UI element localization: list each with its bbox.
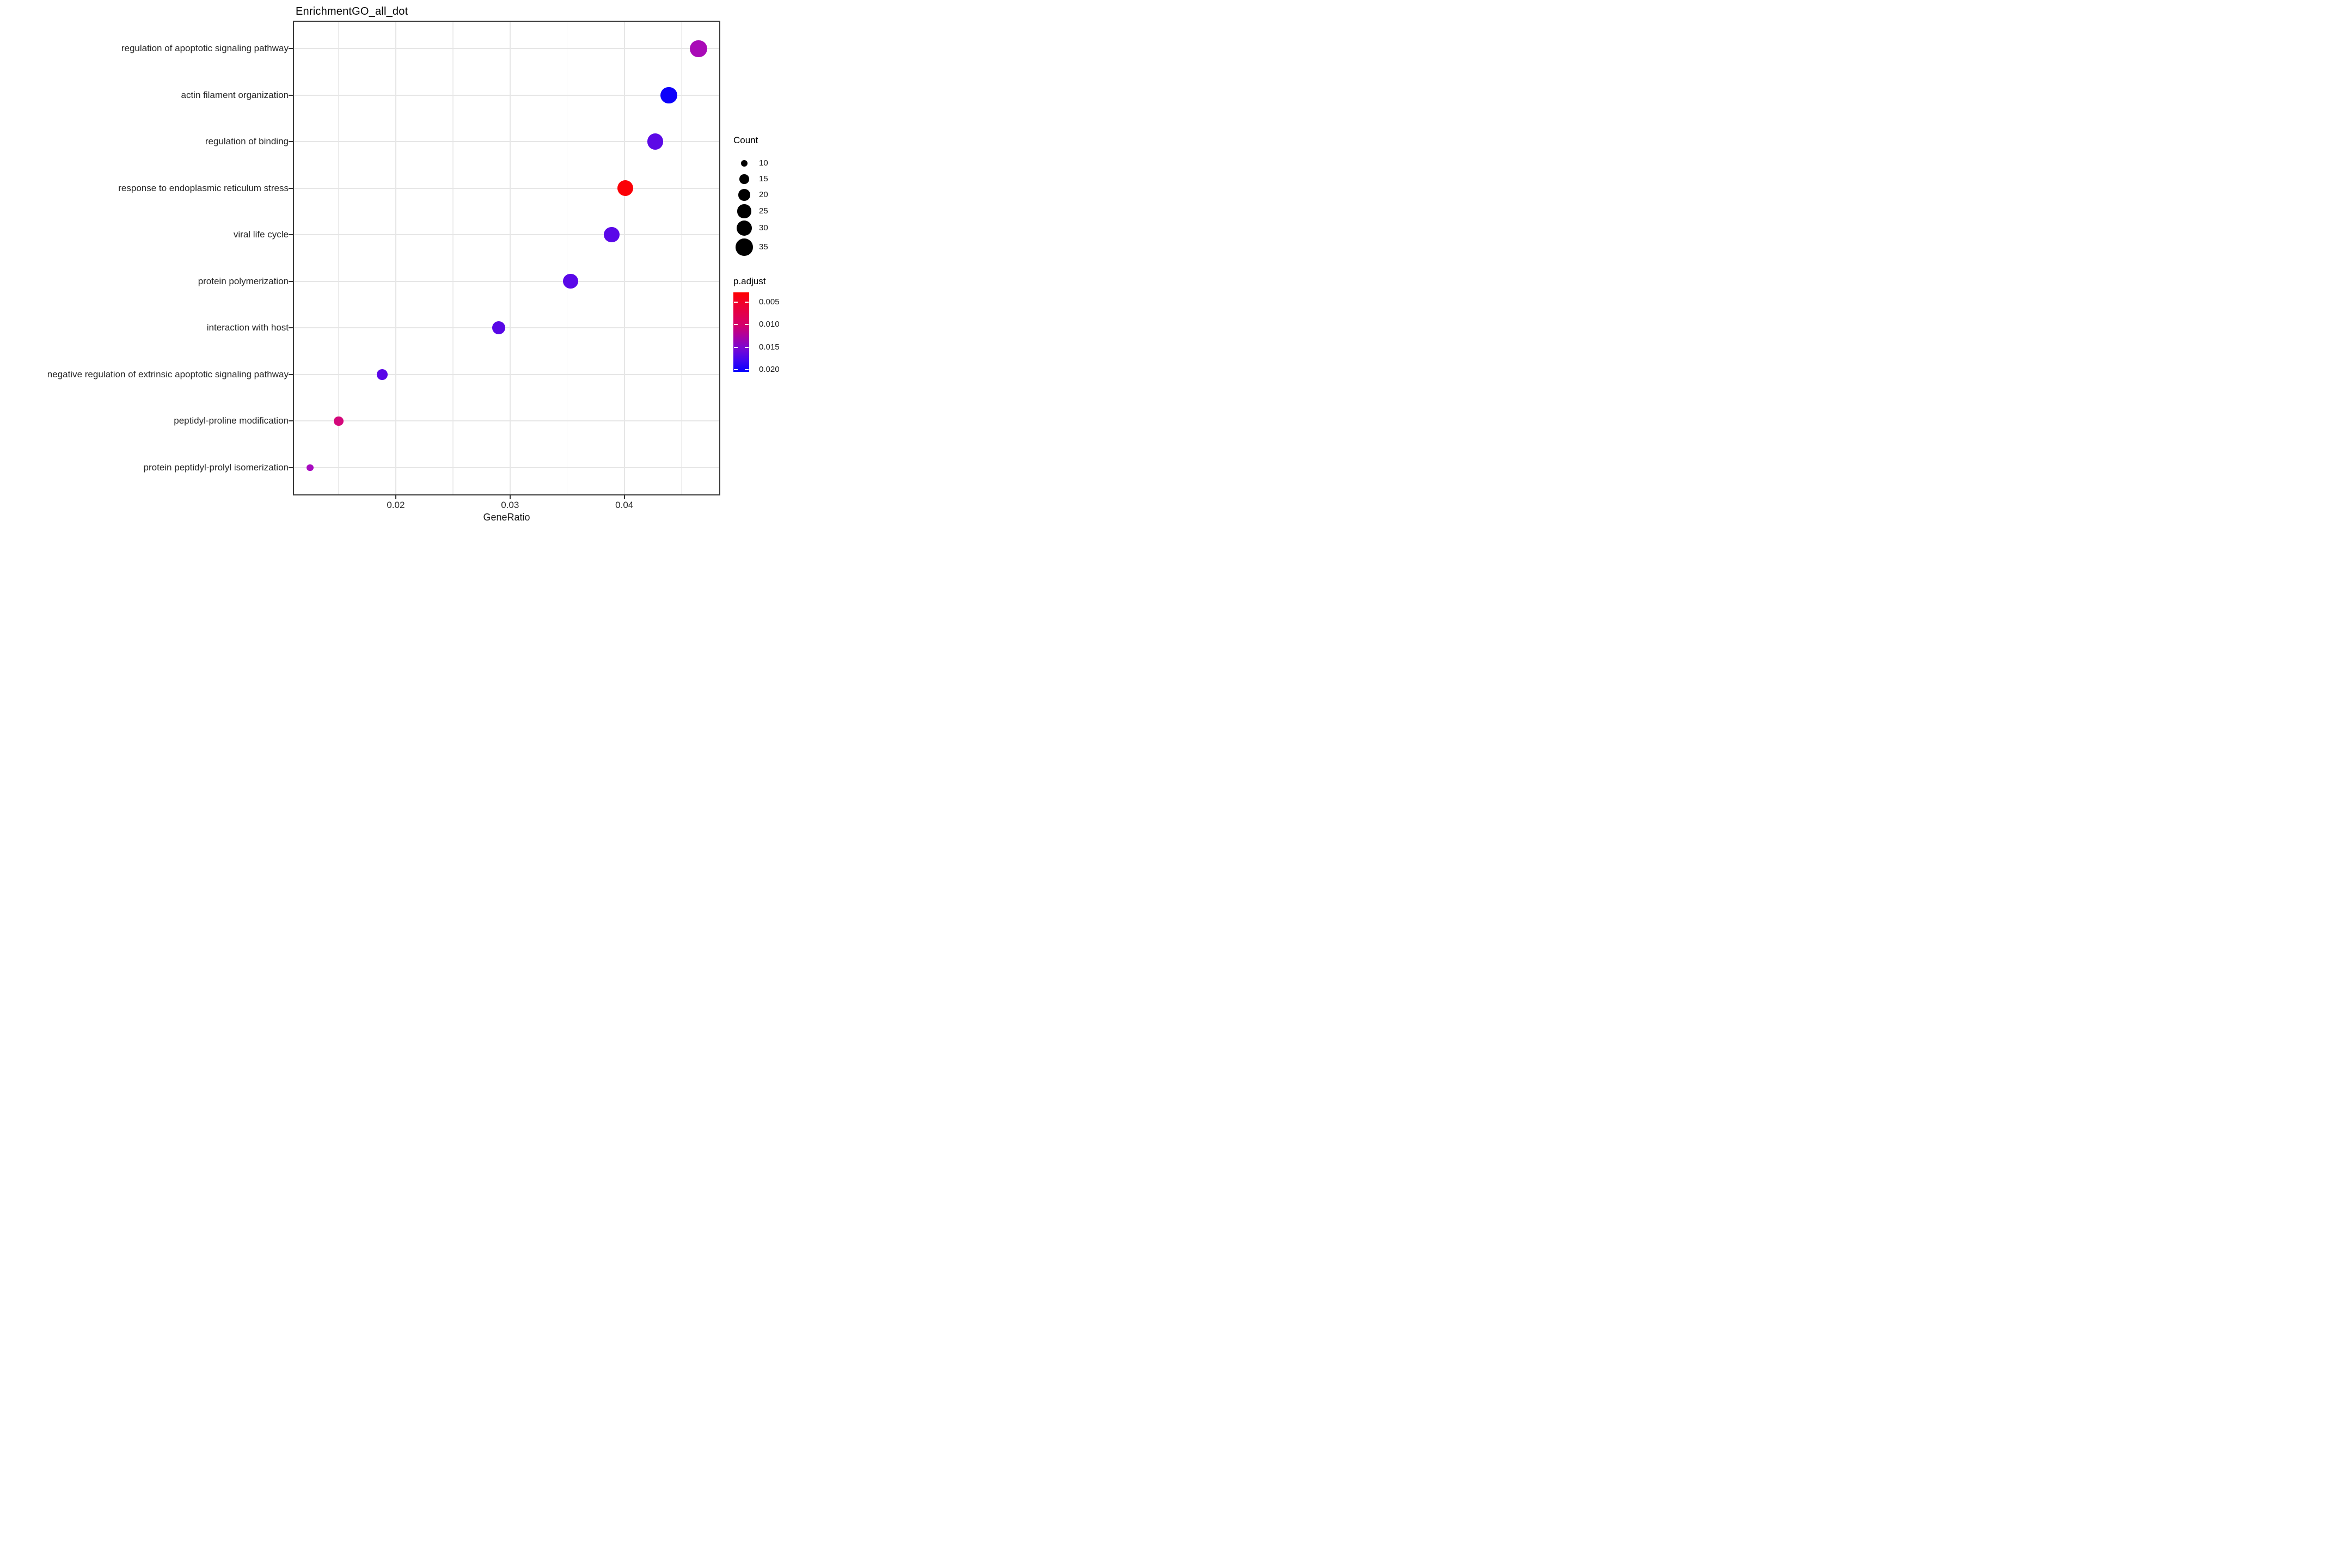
gridline-major-vertical: [509, 21, 511, 495]
count-legend-circle: [740, 160, 748, 167]
y-axis-label: regulation of binding: [205, 136, 289, 147]
y-tick-mark: [289, 373, 293, 375]
padjust-tick-label: 0.015: [759, 342, 780, 352]
padjust-tick-mark: [734, 324, 738, 326]
count-legend-label: 20: [759, 190, 768, 199]
padjust-tick-mark: [734, 302, 738, 303]
count-legend-circle: [736, 220, 752, 236]
x-tick-mark: [509, 495, 511, 499]
data-dot: [563, 274, 578, 289]
gridline-minor-vertical: [681, 21, 682, 495]
gridline-minor-vertical: [566, 21, 568, 495]
data-dot: [376, 369, 388, 380]
padjust-tick-mark: [745, 346, 749, 348]
padjust-gradient-bar: [733, 292, 749, 372]
data-dot: [334, 416, 344, 426]
gridline-horizontal: [293, 280, 720, 282]
gridline-horizontal: [293, 420, 720, 422]
y-tick-mark: [289, 94, 293, 96]
gridline-horizontal: [293, 467, 720, 468]
data-dot: [660, 87, 677, 103]
data-dot: [307, 464, 314, 471]
gridline-horizontal: [293, 373, 720, 375]
count-legend-label: 25: [759, 206, 768, 216]
x-tick-label: 0.04: [615, 500, 634, 510]
padjust-legend: p.adjust 0.005 0.010 0.015 0.020: [733, 276, 783, 385]
count-legend: Count 10 15 20 25 30 35: [733, 135, 783, 260]
padjust-tick-mark: [734, 346, 738, 348]
gridline-horizontal: [293, 327, 720, 329]
y-axis-label: regulation of apoptotic signaling pathwa…: [121, 43, 289, 54]
gridline-major-vertical: [395, 21, 396, 495]
gridline-major-vertical: [623, 21, 625, 495]
x-axis-title: GeneRatio: [483, 512, 530, 523]
data-dot: [647, 133, 664, 150]
data-dot: [604, 227, 620, 243]
x-tick-mark: [395, 495, 396, 499]
y-tick-mark: [289, 467, 293, 468]
y-axis-label: response to endoplasmic reticulum stress: [118, 182, 289, 193]
x-tick-label: 0.03: [501, 500, 519, 510]
padjust-tick-mark: [745, 324, 749, 326]
plot-panel: [293, 21, 720, 495]
padjust-tick-mark: [745, 369, 749, 370]
padjust-legend-title: p.adjust: [733, 276, 766, 286]
y-tick-mark: [289, 234, 293, 236]
data-dot: [690, 40, 707, 57]
y-axis-label: actin filament organization: [181, 89, 289, 100]
y-tick-mark: [289, 48, 293, 50]
count-legend-label: 30: [759, 223, 768, 232]
padjust-tick-mark: [734, 369, 738, 370]
y-axis-label: protein polymerization: [198, 275, 289, 286]
padjust-tick-label: 0.005: [759, 297, 780, 307]
padjust-tick-label: 0.020: [759, 364, 780, 374]
padjust-tick-mark: [745, 302, 749, 303]
count-legend-label: 10: [759, 158, 768, 168]
y-axis-label: peptidyl-proline modification: [174, 415, 289, 426]
x-tick-mark: [623, 495, 625, 499]
count-legend-circle: [736, 238, 753, 256]
plot-title: EnrichmentGO_all_dot: [296, 5, 408, 17]
gridline-horizontal: [293, 141, 720, 143]
data-dot: [492, 321, 505, 335]
x-tick-label: 0.02: [387, 500, 405, 510]
y-tick-mark: [289, 141, 293, 143]
data-dot: [617, 180, 634, 197]
y-axis-label: viral life cycle: [233, 229, 289, 240]
count-legend-label: 15: [759, 174, 768, 183]
y-tick-mark: [289, 327, 293, 329]
gridline-horizontal: [293, 187, 720, 189]
gridline-horizontal: [293, 234, 720, 236]
y-tick-mark: [289, 280, 293, 282]
count-legend-circle: [739, 174, 749, 184]
gridline-minor-vertical: [338, 21, 339, 495]
y-axis-label: negative regulation of extrinsic apoptot…: [47, 369, 289, 379]
count-legend-circle: [737, 204, 751, 218]
go-enrichment-dotplot: EnrichmentGO_all_dot GeneRatio Count 10 1…: [0, 0, 784, 523]
gridline-minor-vertical: [452, 21, 454, 495]
y-axis-label: interaction with host: [206, 322, 289, 333]
gridline-horizontal: [293, 94, 720, 96]
count-legend-label: 35: [759, 242, 768, 252]
count-legend-title: Count: [733, 135, 758, 145]
gridline-horizontal: [293, 48, 720, 50]
count-legend-circle: [738, 189, 750, 201]
y-tick-mark: [289, 420, 293, 422]
padjust-tick-label: 0.010: [759, 320, 780, 329]
y-axis-label: protein peptidyl-prolyl isomerization: [143, 462, 289, 473]
y-tick-mark: [289, 187, 293, 189]
